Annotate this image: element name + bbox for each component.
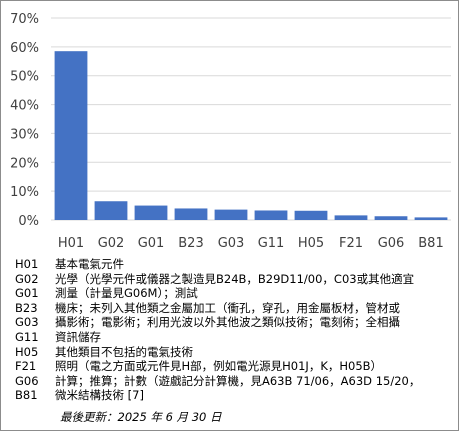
legend-code: G03 <box>15 315 39 330</box>
legend-description: 攝影術；電影術；利用光波以外其他波之類似技術；電刻術；全相攝 <box>55 315 400 330</box>
bar-g03 <box>214 209 248 220</box>
y-tick-label: 60% <box>10 41 39 56</box>
legend-code: G02 <box>15 271 39 286</box>
y-tick-label: 40% <box>10 99 39 114</box>
legend-row-b81: B81 微米結構技術 [7] <box>15 388 455 403</box>
bar-g01 <box>134 205 168 220</box>
bar-chart: 0% 10% 20% 30% 40% 50% 60% 70% H01 G02 G01 B23 G03 G… <box>10 12 451 251</box>
y-tick-label: 10% <box>10 185 39 200</box>
y-tick-label: 50% <box>10 70 39 85</box>
x-tick-label: G01 <box>138 236 165 251</box>
legend-description: 照明（電之方面或元件見H部，例如電光源見H01J，K，H05B） <box>55 359 383 374</box>
code-legend: H01 基本電氣元件 G02 光學（光學元件或儀器之製造見B24B，B29D11/00… <box>15 257 455 403</box>
bar-f21 <box>334 215 368 220</box>
bar-g11 <box>254 210 288 220</box>
legend-code: B23 <box>15 300 38 315</box>
y-tick-label: 0% <box>18 214 39 229</box>
legend-description: 微米結構技術 [7] <box>55 388 144 403</box>
x-tick-label: B23 <box>178 236 203 251</box>
legend-row-b23: B23 機床；未列入其他類之金屬加工（衝孔，穿孔，用金屬板材，管材或 <box>15 301 455 316</box>
legend-description: 機床；未列入其他類之金屬加工（衝孔，穿孔，用金屬板材，管材或 <box>55 300 400 315</box>
x-tick-label: H05 <box>298 236 324 251</box>
y-tick-label: 20% <box>10 156 39 171</box>
legend-row-g02: G02 光學（光學元件或儀器之製造見B24B，B29D11/00，C03或其他適宜 <box>15 272 455 287</box>
bar-h01 <box>54 51 88 220</box>
legend-row-g06: G06 計算；推算；計數（遊戲記分計算機，見A63B 71/06，A63D 15/… <box>15 374 455 389</box>
bar-b23 <box>174 208 208 220</box>
bar-g02 <box>94 201 128 220</box>
legend-description: 其他類目不包括的電氣技術 <box>55 344 193 359</box>
bars <box>54 51 448 220</box>
legend-row-h01: H01 基本電氣元件 <box>15 257 455 272</box>
legend-code: G06 <box>15 373 39 388</box>
legend-code: G11 <box>15 329 39 344</box>
legend-code: G01 <box>15 286 39 301</box>
y-tick-label: 70% <box>10 12 39 27</box>
y-tick-label: 30% <box>10 127 39 142</box>
x-tick-label: B81 <box>418 236 443 251</box>
bar-g06 <box>374 216 408 220</box>
legend-description: 測量（計量見G06M）；測試 <box>55 286 198 301</box>
x-tick-label: H01 <box>58 236 84 251</box>
grid-lines <box>51 17 451 221</box>
x-tick-label: F21 <box>339 236 363 251</box>
legend-code: H01 <box>15 257 39 271</box>
legend-description: 基本電氣元件 <box>55 257 124 271</box>
last-updated-text: 最後更新：2025 年 6 月 30 日 <box>60 410 222 424</box>
legend-description: 資訊儲存 <box>55 329 101 344</box>
x-tick-label: G06 <box>378 236 405 251</box>
legend-code: H05 <box>15 344 39 359</box>
legend-row-g01: G01 測量（計量見G06M）；測試 <box>15 286 455 301</box>
legend-code: F21 <box>15 359 37 374</box>
legend-description: 光學（光學元件或儀器之製造見B24B，B29D11/00，C03或其他適宜 <box>55 271 415 286</box>
bar-h05 <box>294 210 328 220</box>
y-axis-ticks: 0% 10% 20% 30% 40% 50% 60% 70% <box>10 12 39 229</box>
x-tick-label: G02 <box>98 236 125 251</box>
bar-b81 <box>414 217 448 220</box>
x-tick-label: G03 <box>218 236 245 251</box>
x-axis-ticks: H01 G02 G01 B23 G03 G11 H05 F21 G06 B81 <box>58 236 444 251</box>
legend-row-g03: G03 攝影術；電影術；利用光波以外其他波之類似技術；電刻術；全相攝 <box>15 315 455 330</box>
legend-row-g11: G11 資訊儲存 <box>15 330 455 345</box>
legend-description: 計算；推算；計數（遊戲記分計算機，見A63B 71/06，A63D 15/20， <box>55 373 421 388</box>
legend-code: B81 <box>15 388 38 403</box>
legend-row-h05: H05 其他類目不包括的電氣技術 <box>15 345 455 360</box>
legend-row-f21: F21 照明（電之方面或元件見H部，例如電光源見H01J，K，H05B） <box>15 359 455 374</box>
x-tick-label: G11 <box>258 236 285 251</box>
